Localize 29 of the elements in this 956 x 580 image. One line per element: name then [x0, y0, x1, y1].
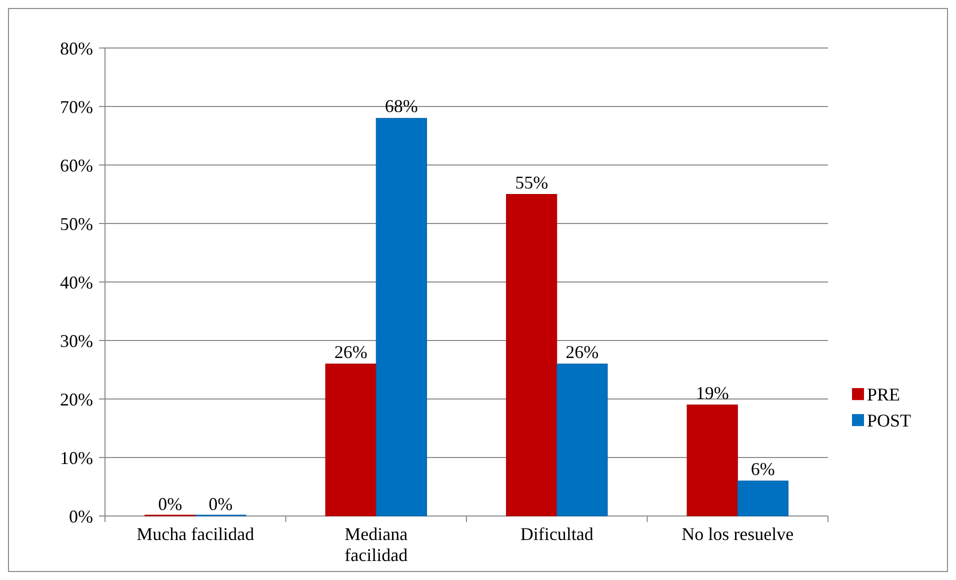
- data-label: 19%: [696, 382, 729, 403]
- bar: [686, 404, 738, 516]
- data-label: 0%: [158, 494, 182, 514]
- data-label: 55%: [515, 172, 548, 192]
- x-tick-label: Mucha facilidad: [136, 524, 254, 544]
- y-tick-label: 20%: [60, 389, 93, 410]
- y-tick-label: 70%: [60, 96, 93, 117]
- y-tick-label: 40%: [60, 272, 93, 292]
- y-tick-label: 60%: [60, 155, 93, 176]
- data-label: 26%: [334, 342, 368, 362]
- legend-label: PRE: [867, 384, 900, 404]
- y-tick-label: 30%: [60, 330, 93, 351]
- bar: [506, 194, 558, 516]
- bar: [376, 118, 427, 516]
- x-tick-label: Mediana facilidad: [344, 524, 408, 565]
- data-label: 26%: [566, 342, 599, 362]
- bar: [325, 364, 376, 516]
- x-tick-label: Dificultad: [520, 524, 594, 544]
- bar: [737, 480, 788, 516]
- legend-label: POST: [867, 410, 912, 430]
- data-label: 0%: [208, 494, 233, 514]
- data-label: 6%: [750, 458, 775, 479]
- y-tick-label: 80%: [60, 38, 93, 58]
- y-tick-label: 50%: [60, 214, 93, 234]
- bar: [556, 364, 608, 516]
- x-tick-label: No los resuelve: [682, 524, 794, 544]
- data-label: 68%: [384, 96, 418, 116]
- y-tick-label: 10%: [60, 448, 93, 468]
- y-tick-label: 0%: [69, 506, 93, 526]
